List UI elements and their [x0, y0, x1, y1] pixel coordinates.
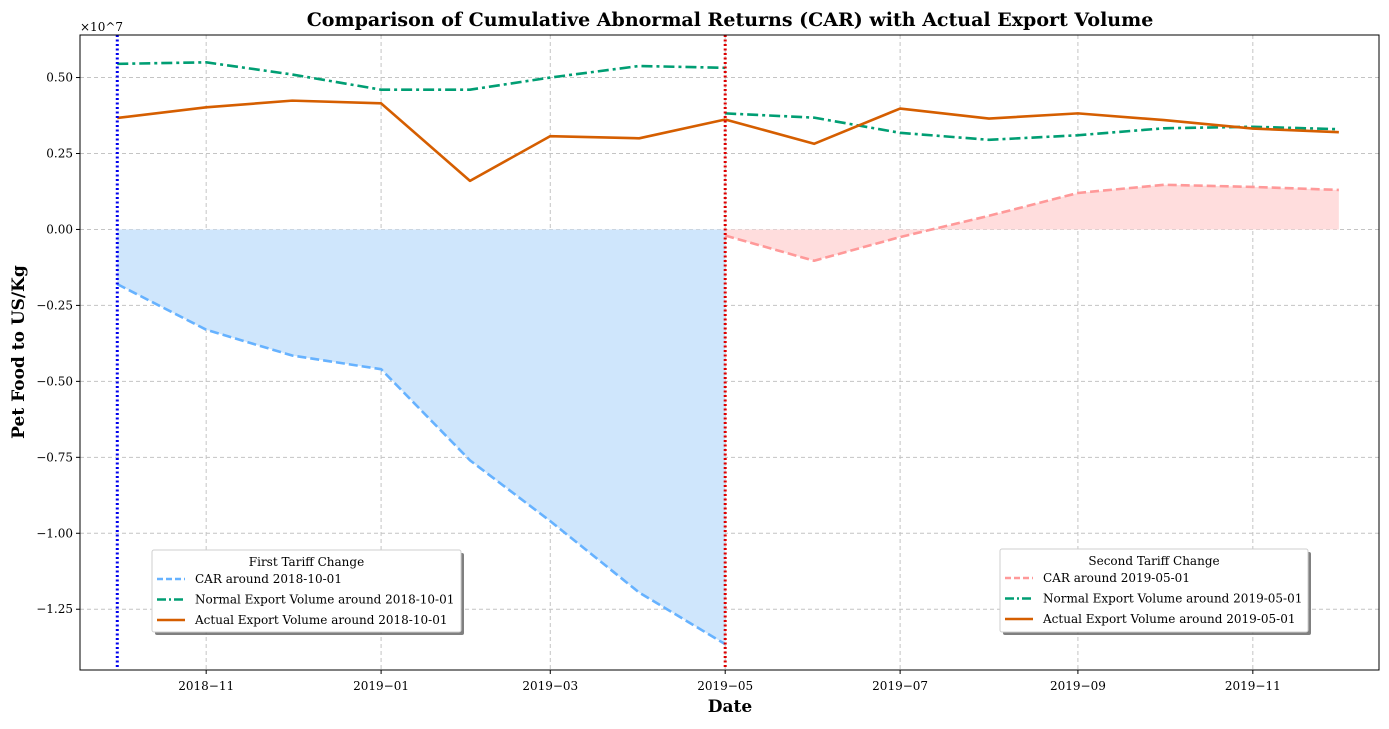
- series-layer: [116, 61, 1339, 646]
- y-tick-label: 0.00: [46, 222, 73, 236]
- legend-title: Second Tariff Change: [1088, 554, 1219, 568]
- x-tick-label: 2019−11: [1225, 679, 1281, 693]
- legends-layer: First Tariff Change CAR around 2018-10-01…: [151, 548, 1311, 635]
- y-tick-label: −0.50: [36, 374, 73, 388]
- x-tick-label: 2019−01: [353, 679, 409, 693]
- x-tick-label: 2019−05: [697, 679, 753, 693]
- legend-entry-label: CAR around 2019-05-01: [1043, 571, 1190, 585]
- area-fill: [117, 229, 726, 645]
- y-tick-label: −1.00: [36, 526, 73, 540]
- series-line: [117, 61, 726, 91]
- series-line: [724, 183, 1339, 263]
- x-tick-label: 2019−09: [1050, 679, 1106, 693]
- y-scale-label: ×10^7: [80, 20, 123, 34]
- y-tick-label: −0.75: [36, 450, 73, 464]
- legend-entry-label: Actual Export Volume around 2018-10-01: [194, 613, 447, 627]
- y-axis-label: Pet Food to US/Kg: [9, 265, 29, 439]
- y-tick-label: −0.25: [36, 298, 73, 312]
- legend-box: [999, 548, 1309, 633]
- legend-entry-label: Actual Export Volume around 2019-05-01: [1042, 612, 1295, 626]
- chart-title: Comparison of Cumulative Abnormal Return…: [307, 9, 1154, 31]
- legend-entry-label: Normal Export Volume around 2019-05-01: [1043, 592, 1302, 606]
- ticks-layer: 0.50 0.25 0.00 −0.25 −0.50 −0.75 −1.00 −1.25 201…: [36, 71, 1281, 693]
- series-line: [117, 99, 726, 183]
- legend-box: [151, 549, 462, 633]
- legend-title: First Tariff Change: [249, 555, 364, 569]
- legend-entry-label: Normal Export Volume around 2018-10-01: [195, 593, 454, 607]
- series-line: [116, 282, 726, 646]
- x-axis-label: Date: [708, 697, 753, 717]
- y-tick-label: 0.50: [46, 71, 73, 85]
- plot-frame: [79, 34, 1380, 671]
- y-tick-label: −1.25: [36, 602, 73, 616]
- x-tick-label: 2019−03: [522, 679, 578, 693]
- x-tick-label: 2019−07: [872, 679, 928, 693]
- x-tick-label: 2018−11: [178, 679, 234, 693]
- y-tick-label: 0.25: [46, 146, 73, 160]
- legend-entry-label: CAR around 2018-10-01: [195, 572, 342, 586]
- series-line: [724, 107, 1339, 146]
